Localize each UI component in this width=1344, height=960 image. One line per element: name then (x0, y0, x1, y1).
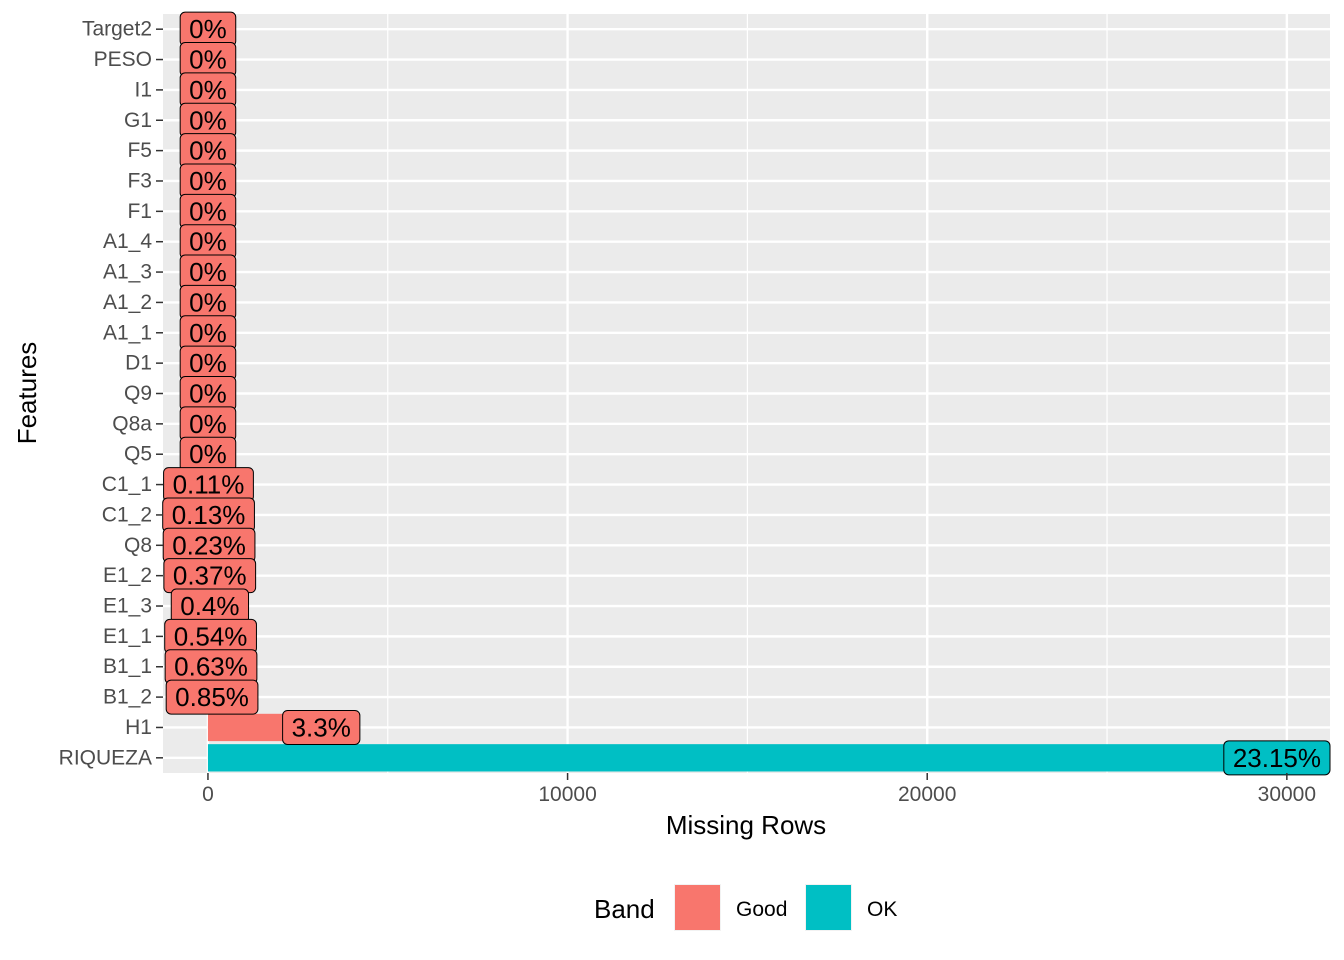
data-label-text: 0% (189, 409, 227, 439)
data-label-text: 0.37% (173, 561, 247, 591)
data-label-box (165, 679, 259, 715)
data-label: 0% (179, 284, 237, 320)
x-tick-label: 0 (202, 783, 214, 806)
y-tick-label: F5 (127, 139, 152, 162)
bar (207, 744, 1305, 772)
data-label: 0.85% (165, 679, 259, 715)
data-label: 0.54% (164, 618, 257, 654)
data-label: 0% (179, 345, 237, 381)
data-label: 0% (179, 436, 237, 472)
data-label: 0% (179, 133, 237, 169)
y-tick-label: F3 (127, 169, 152, 192)
data-label: 0.11% (163, 467, 254, 503)
y-tick-label: G1 (124, 109, 152, 132)
data-labels: 0%0%0%0%0%0%0%0%0%0%0%0%0%0%0%0.11%0.13%… (162, 11, 1331, 776)
data-label-text: 0% (189, 227, 227, 257)
data-label-text: 0% (189, 75, 227, 105)
data-label-text: 0.11% (173, 470, 245, 500)
data-label-text: 0% (189, 14, 227, 44)
data-label-text: 23.15% (1233, 743, 1321, 773)
y-tick-label: B1_2 (103, 686, 152, 709)
data-label-text: 0.4% (180, 591, 239, 621)
legend-key-ok (806, 885, 851, 930)
data-label-text: 0% (189, 45, 227, 75)
x-axis-title: Missing Rows (666, 810, 826, 840)
data-label-text: 3.3% (292, 712, 351, 742)
data-label-text: 0.63% (174, 652, 248, 682)
x-tick-label: 20000 (898, 783, 956, 806)
data-label-box (1223, 740, 1331, 776)
legend: Band Good OK (594, 884, 897, 931)
data-label: 3.3% (282, 709, 361, 745)
data-label-text: 0% (189, 196, 227, 226)
data-label: 23.15% (1223, 740, 1331, 776)
data-label: 0.23% (162, 527, 256, 563)
data-label-text: 0.85% (175, 682, 249, 712)
y-axis: Target2 PESO I1 G1 F5 F3 F1 A1_4 A1_3 A1_2 A1_1 D1 Q… (59, 18, 163, 769)
data-label: 0% (179, 224, 237, 260)
y-tick-label: RIQUEZA (59, 746, 152, 769)
y-tick-label: Q5 (124, 443, 152, 466)
y-tick-label: Q8a (112, 412, 152, 435)
y-tick-label: F1 (127, 200, 152, 223)
data-label: 0% (179, 72, 237, 108)
legend-title: Band (594, 894, 655, 924)
data-label: 0% (179, 42, 237, 78)
data-label: 0.13% (162, 497, 255, 533)
y-axis-title: Features (12, 342, 42, 445)
y-tick-label: E1_2 (103, 564, 152, 587)
y-tick-label: Q9 (124, 382, 152, 405)
y-tick-label: H1 (125, 716, 152, 739)
data-label-text: 0% (189, 379, 227, 409)
y-tick-label: A1_4 (103, 230, 152, 253)
data-label-text: 0% (189, 287, 227, 317)
y-tick-label: B1_1 (103, 655, 152, 678)
y-tick-label: D1 (125, 352, 152, 375)
data-label: 0.37% (163, 558, 257, 594)
data-label: 0.63% (164, 649, 258, 685)
x-axis: 0 10000 20000 30000 (202, 773, 1316, 806)
data-label: 0% (179, 11, 237, 47)
data-label-text: 0.54% (174, 621, 248, 651)
data-label: 0.4% (170, 588, 250, 624)
data-label-text: 0.23% (172, 530, 246, 560)
y-tick-label: A1_3 (103, 261, 152, 284)
grid-lines (163, 14, 1330, 773)
y-tick-label: E1_3 (103, 595, 152, 618)
data-label-text: 0.13% (172, 500, 246, 530)
y-tick-label: Target2 (82, 18, 152, 41)
y-tick-label: E1_1 (103, 625, 152, 648)
y-tick-label: C1_1 (102, 473, 152, 496)
y-tick-label: A1_2 (103, 291, 152, 314)
data-label: 0% (179, 102, 237, 138)
x-tick-label: 10000 (538, 783, 596, 806)
data-label-box (282, 709, 361, 745)
y-tick-label: A1_1 (103, 321, 152, 344)
data-label-text: 0% (189, 257, 227, 287)
data-label-text: 0% (189, 318, 227, 348)
x-tick-label: 30000 (1258, 783, 1316, 806)
y-tick-label: PESO (94, 48, 152, 71)
data-label-text: 0% (189, 105, 227, 135)
data-label: 0% (179, 163, 237, 199)
legend-label: Good (736, 898, 787, 921)
data-label: 0% (179, 315, 237, 351)
data-label: 0% (179, 254, 237, 290)
legend-key-good (675, 885, 720, 930)
y-tick-label: C1_2 (102, 503, 152, 526)
y-tick-label: I1 (134, 78, 152, 101)
data-label-text: 0% (189, 348, 227, 378)
data-label-text: 0% (189, 166, 227, 196)
data-label-text: 0% (189, 439, 227, 469)
data-label: 0% (179, 376, 237, 411)
data-label: 0% (179, 406, 237, 442)
data-label-text: 0% (189, 136, 227, 166)
legend-label: OK (867, 898, 897, 921)
y-tick-label: Q8 (124, 534, 152, 557)
data-label: 0% (179, 193, 237, 229)
